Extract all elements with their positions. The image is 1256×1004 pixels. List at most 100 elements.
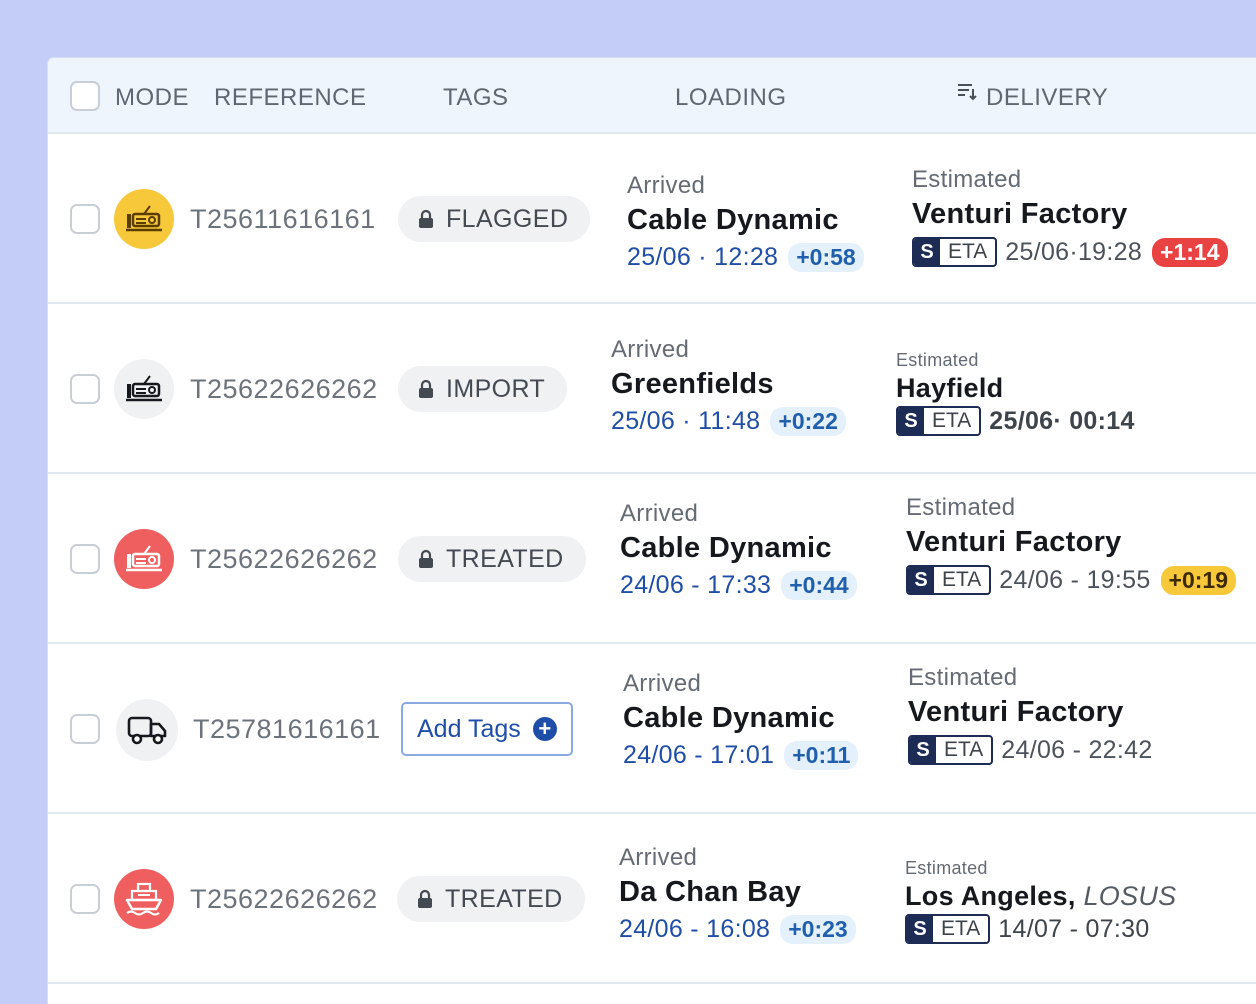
tag-chip[interactable]: TREATED [398, 536, 586, 582]
reference-id[interactable]: T25622626262 [190, 884, 378, 914]
loading-delta: +0:58 [788, 243, 864, 272]
train-icon [114, 529, 174, 589]
eta-badge: S ETA [905, 914, 991, 944]
row-checkbox[interactable] [70, 884, 100, 914]
row-checkbox[interactable] [70, 544, 100, 574]
sort-icon[interactable] [956, 80, 978, 102]
eta-source: S [907, 916, 933, 942]
lock-icon [418, 889, 432, 908]
delivery-location-code: LOSUS [1083, 881, 1177, 911]
loading-place: Greenfields [611, 368, 774, 400]
lock-icon [419, 209, 433, 228]
truck-icon [116, 699, 178, 761]
loading-place: Da Chan Bay [619, 876, 802, 908]
eta-label: ETA [941, 917, 981, 940]
loading-delta: +0:22 [770, 407, 846, 436]
delivery-status: Estimated [912, 166, 1022, 193]
delivery-cell: Estimated Venturi Factory S ETA 24/06 - … [908, 664, 1153, 765]
eta-label: ETA [942, 568, 982, 591]
lock-icon [419, 379, 433, 398]
loading-status: Arrived [627, 172, 706, 199]
delivery-cell: Estimated Venturi Factory S ETA 25/06·19… [912, 166, 1228, 267]
delivery-cell: Estimated Los Angeles, LOSUS S ETA 14/07… [905, 858, 1177, 944]
tag-label: TREATED [446, 544, 564, 573]
row-checkbox[interactable] [70, 374, 100, 404]
delivery-city: Los Angeles, [905, 881, 1076, 911]
tag-label: FLAGGED [446, 204, 569, 233]
ship-icon [114, 869, 174, 929]
train-icon [114, 359, 174, 419]
add-tags-button[interactable]: Add Tags + [401, 702, 573, 756]
delivery-time: 25/06·19:28 [1005, 237, 1143, 266]
loading-cell: Arrived Da Chan Bay 24/06 - 16:08 +0:23 [619, 844, 856, 944]
loading-status: Arrived [619, 844, 698, 871]
table-row[interactable]: T25781616161 Add Tags + Arrived Cable Dy… [48, 644, 1256, 814]
delivery-cell: Estimated Hayfield S ETA 25/06· 00:14 [896, 350, 1135, 436]
shipments-table: MODE REFERENCE TAGS LOADING DELIVERY T25 [48, 58, 1256, 1004]
loading-delta: +0:11 [784, 741, 859, 770]
loading-status: Arrived [620, 500, 699, 527]
table-row[interactable]: T25622626262 TREATED Arrived Cable Dynam… [48, 474, 1256, 644]
table-header: MODE REFERENCE TAGS LOADING DELIVERY [48, 58, 1256, 134]
plus-icon: + [532, 717, 557, 741]
loading-place: Cable Dynamic [627, 204, 839, 236]
row-checkbox[interactable] [70, 204, 100, 234]
delivery-place: Venturi Factory [906, 526, 1122, 558]
loading-status: Arrived [611, 336, 690, 363]
reference-id[interactable]: T25781616161 [193, 714, 381, 744]
delivery-place: Hayfield [896, 373, 1004, 403]
table-row[interactable]: T25622626262 IMPORT Arrived Greenfields … [48, 304, 1256, 474]
loading-cell: Arrived Cable Dynamic 24/06 - 17:01 +0:1… [623, 670, 859, 770]
tag-chip[interactable]: TREATED [397, 876, 585, 922]
eta-label: ETA [932, 409, 972, 432]
header-mode[interactable]: MODE [115, 84, 189, 111]
header-loading[interactable]: LOADING [675, 84, 787, 111]
select-all-checkbox[interactable] [70, 81, 100, 111]
delivery-place: Los Angeles, LOSUS [905, 881, 1177, 912]
loading-cell: Arrived Cable Dynamic 25/06 · 12:28 +0:5… [627, 172, 864, 272]
loading-time: 25/06 · 12:28 [627, 243, 779, 271]
loading-time: 24/06 - 17:33 [620, 571, 772, 599]
delivery-delta: +0:19 [1160, 565, 1237, 595]
table-row[interactable]: T25611616161 FLAGGED Arrived Cable Dynam… [48, 134, 1256, 304]
eta-source: S [898, 408, 924, 434]
loading-cell: Arrived Cable Dynamic 24/06 - 17:33 +0:4… [620, 500, 857, 600]
delivery-status: Estimated [908, 664, 1018, 691]
eta-label: ETA [944, 738, 984, 761]
loading-cell: Arrived Greenfields 25/06 · 11:48 +0:22 [611, 336, 846, 436]
header-reference[interactable]: REFERENCE [214, 84, 367, 111]
eta-source: S [914, 239, 940, 265]
tag-chip[interactable]: FLAGGED [398, 196, 591, 242]
loading-time: 24/06 - 16:08 [619, 915, 771, 943]
delivery-delta: +1:14 [1152, 237, 1228, 267]
delivery-time: 24/06 - 19:55 [999, 565, 1151, 594]
delivery-status: Estimated [905, 858, 988, 878]
eta-source: S [910, 737, 936, 763]
loading-place: Cable Dynamic [623, 702, 835, 734]
delivery-status: Estimated [906, 494, 1016, 521]
loading-delta: +0:44 [781, 571, 857, 600]
tag-label: TREATED [445, 884, 563, 913]
reference-id[interactable]: T25611616161 [190, 204, 376, 234]
row-checkbox[interactable] [70, 714, 100, 744]
tag-chip[interactable]: IMPORT [398, 366, 568, 412]
eta-badge: S ETA [896, 406, 982, 436]
reference-id[interactable]: T25622626262 [190, 374, 378, 404]
eta-label: ETA [948, 240, 988, 263]
table-row[interactable]: T25622626262 TREATED Arrived Da Chan Bay… [48, 814, 1256, 984]
eta-badge: S ETA [912, 237, 998, 267]
loading-status: Arrived [623, 670, 702, 697]
loading-time: 24/06 - 17:01 [623, 741, 775, 769]
train-icon [114, 189, 174, 249]
header-tags[interactable]: TAGS [443, 84, 509, 111]
delivery-time: 25/06· 00:14 [989, 406, 1135, 435]
loading-place: Cable Dynamic [620, 532, 832, 564]
delivery-cell: Estimated Venturi Factory S ETA 24/06 - … [906, 494, 1237, 595]
eta-source: S [908, 567, 934, 593]
header-delivery[interactable]: DELIVERY [986, 84, 1109, 111]
delivery-place: Venturi Factory [912, 198, 1128, 230]
delivery-status: Estimated [896, 350, 979, 370]
reference-id[interactable]: T25622626262 [190, 544, 378, 574]
add-tags-label: Add Tags [417, 714, 521, 743]
delivery-time: 24/06 - 22:42 [1001, 735, 1153, 764]
